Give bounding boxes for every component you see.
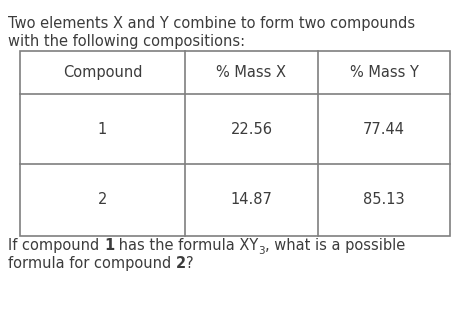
Text: % Mass Y: % Mass Y <box>350 65 419 80</box>
Text: with the following compositions:: with the following compositions: <box>8 34 245 49</box>
Text: 22.56: 22.56 <box>231 122 273 137</box>
Text: If compound: If compound <box>8 238 104 253</box>
Text: 2: 2 <box>98 192 107 208</box>
Text: formula for compound: formula for compound <box>8 256 176 271</box>
Bar <box>20 51 450 236</box>
Text: ?: ? <box>186 256 194 271</box>
Text: 2: 2 <box>176 256 186 271</box>
Text: 85.13: 85.13 <box>363 192 405 208</box>
Text: has the formula XY: has the formula XY <box>114 238 258 253</box>
Text: 14.87: 14.87 <box>231 192 273 208</box>
Text: % Mass X: % Mass X <box>217 65 286 80</box>
Text: 1: 1 <box>98 122 107 137</box>
Text: , what is a possible: , what is a possible <box>265 238 405 253</box>
Text: 3: 3 <box>258 245 265 256</box>
Text: 1: 1 <box>104 238 114 253</box>
Text: Two elements X and Y combine to form two compounds: Two elements X and Y combine to form two… <box>8 16 415 31</box>
Text: 77.44: 77.44 <box>363 122 405 137</box>
Text: Compound: Compound <box>63 65 142 80</box>
